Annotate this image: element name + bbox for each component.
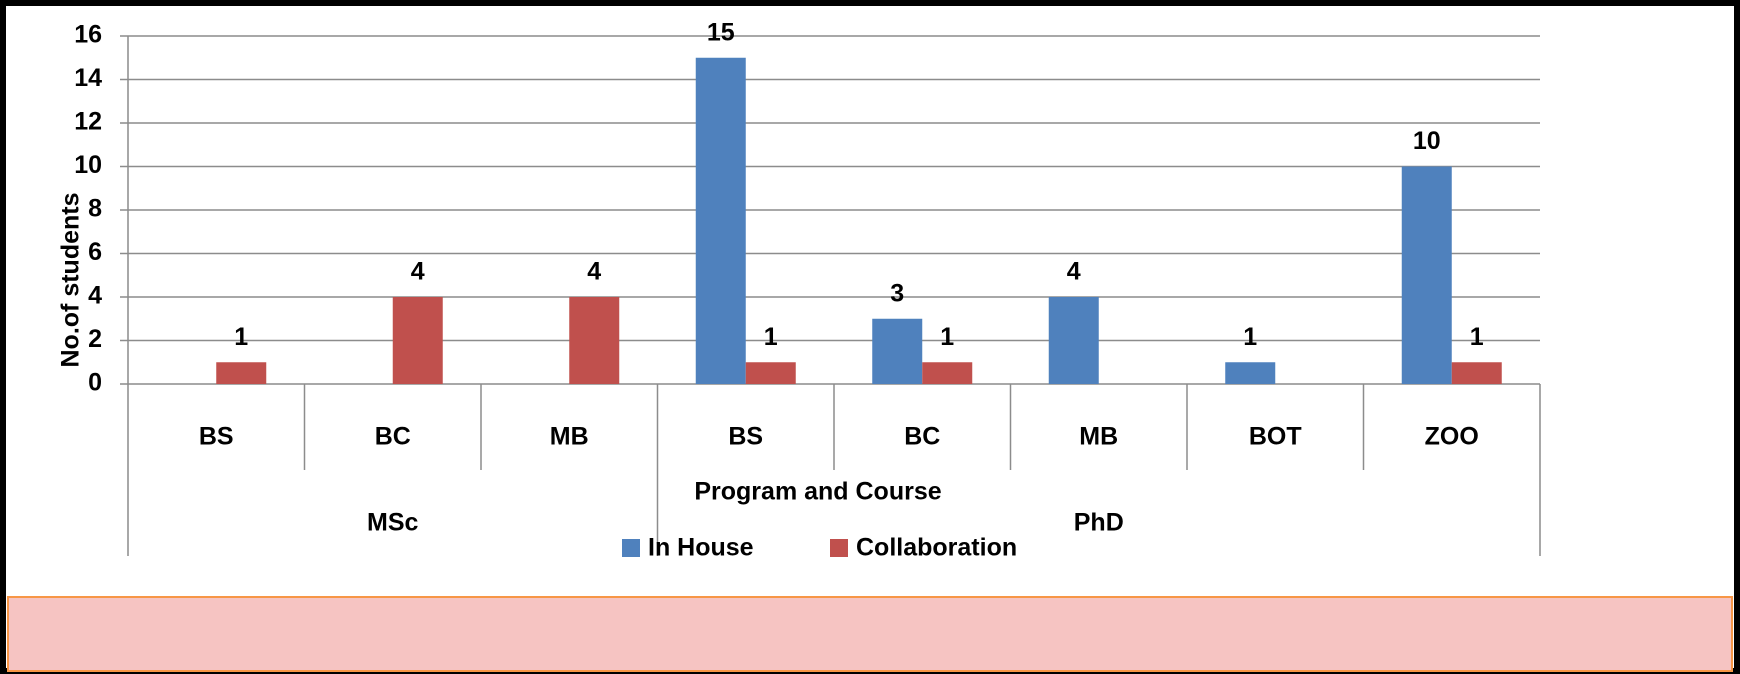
bar xyxy=(1401,166,1452,384)
bar xyxy=(872,318,923,384)
legend-label: In House xyxy=(648,534,754,562)
data-label: 3 xyxy=(890,279,904,307)
bar xyxy=(745,362,796,384)
y-tick-label: 12 xyxy=(74,108,102,136)
data-label: 10 xyxy=(1413,127,1441,155)
data-label: 4 xyxy=(411,258,425,286)
legend-swatch xyxy=(830,539,848,557)
x-tick-label: BC xyxy=(904,423,940,451)
y-tick-label: 6 xyxy=(88,238,102,266)
y-axis-label: No.of students xyxy=(57,193,85,368)
x-tick-label: BC xyxy=(375,423,411,451)
data-label: 1 xyxy=(1470,323,1484,351)
footer-band xyxy=(7,596,1733,672)
data-label: 15 xyxy=(707,18,735,46)
bar xyxy=(922,362,973,384)
group-label: PhD xyxy=(1074,509,1124,537)
x-tick-label: BOT xyxy=(1249,423,1302,451)
group-label: MSc xyxy=(367,509,419,537)
bar xyxy=(1451,362,1502,384)
bar xyxy=(1225,362,1276,384)
x-tick-label: ZOO xyxy=(1425,423,1479,451)
data-label: 4 xyxy=(1067,258,1081,286)
bar xyxy=(1048,297,1099,384)
y-tick-label: 4 xyxy=(88,282,102,310)
x-tick-label: MB xyxy=(550,423,589,451)
bar xyxy=(695,57,746,384)
y-tick-label: 0 xyxy=(88,369,102,397)
data-label: 4 xyxy=(587,258,601,286)
bar xyxy=(569,297,620,384)
legend-swatch xyxy=(622,539,640,557)
x-tick-label: BS xyxy=(199,423,234,451)
x-tick-label: BS xyxy=(728,423,763,451)
x-tick-label: MB xyxy=(1079,423,1118,451)
legend-label: Collaboration xyxy=(856,534,1017,562)
x-axis-label: Program and Course xyxy=(694,478,941,506)
y-tick-label: 2 xyxy=(88,325,102,353)
y-tick-label: 14 xyxy=(74,64,102,92)
y-tick-label: 10 xyxy=(74,151,102,179)
data-label: 1 xyxy=(940,323,954,351)
y-tick-label: 16 xyxy=(74,21,102,49)
data-label: 1 xyxy=(234,323,248,351)
y-tick-label: 8 xyxy=(88,195,102,223)
data-label: 1 xyxy=(764,323,778,351)
bar xyxy=(392,297,443,384)
bar xyxy=(216,362,267,384)
data-label: 1 xyxy=(1243,323,1257,351)
